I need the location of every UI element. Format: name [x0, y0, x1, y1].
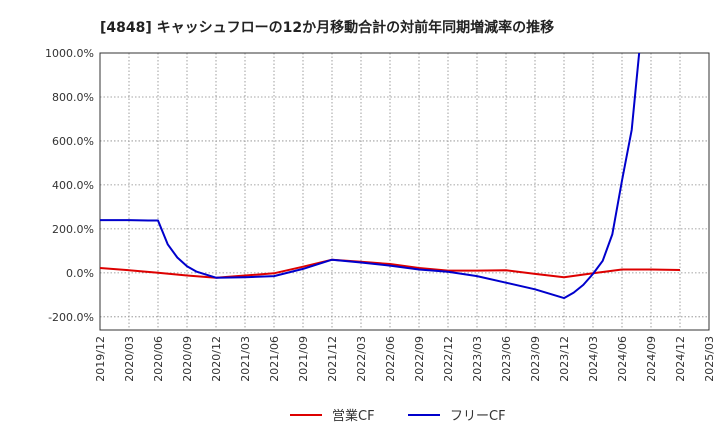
- y-tick-label: 0.0%: [66, 267, 94, 280]
- x-tick-label: 2022/12: [442, 336, 455, 382]
- x-tick-label: 2023/03: [471, 336, 484, 382]
- legend: 営業CF フリーCF: [290, 408, 506, 424]
- y-tick-label: 1000.0%: [45, 47, 94, 60]
- x-tick-label: 2021/06: [268, 336, 281, 382]
- x-tick-label: 2024/06: [616, 336, 629, 382]
- series-line-営業CF: [100, 258, 681, 279]
- x-tick-label: 2022/09: [413, 336, 426, 382]
- x-tick-label: 2025/03: [703, 336, 716, 382]
- chart-title: [4848] キャッシュフローの12か月移動合計の対前年同期増減率の推移: [100, 19, 554, 36]
- x-tick-label: 2021/12: [326, 336, 339, 382]
- x-tick-label: 2023/12: [558, 336, 571, 382]
- legend-label: フリーCF: [450, 409, 506, 424]
- grid-lines: [99, 52, 710, 330]
- x-tick-label: 2020/03: [123, 336, 136, 382]
- y-tick-label: 400.0%: [52, 179, 94, 192]
- plot-frame: [99, 52, 710, 331]
- x-tick-label: 2020/09: [181, 336, 194, 382]
- x-tick-label: 2019/12: [94, 336, 107, 382]
- x-tick-label: 2020/12: [210, 336, 223, 382]
- series-line-フリーCF: [100, 53, 641, 300]
- y-tick-label: 600.0%: [52, 135, 94, 148]
- x-tick-label: 2022/06: [384, 336, 397, 382]
- x-axis: 2019/12 2020/03 2020/06 2020/09 2020/12 2021/…: [94, 336, 716, 382]
- legend-label: 営業CF: [332, 408, 375, 424]
- x-tick-label: 2024/12: [674, 336, 687, 382]
- x-tick-label: 2022/03: [355, 336, 368, 382]
- x-tick-label: 2024/09: [645, 336, 658, 382]
- x-tick-label: 2021/09: [297, 336, 310, 382]
- x-tick-label: 2021/03: [239, 336, 252, 382]
- series-lines: [100, 53, 681, 300]
- y-tick-label: -200.0%: [48, 311, 94, 324]
- x-tick-label: 2023/09: [529, 336, 542, 382]
- x-tick-label: 2024/03: [587, 336, 600, 382]
- y-tick-label: 800.0%: [52, 91, 94, 104]
- x-tick-label: 2023/06: [500, 336, 513, 382]
- y-axis: -200.0% 0.0% 200.0% 400.0% 600.0% 800.0% 1000.…: [45, 47, 94, 324]
- x-tick-label: 2020/06: [152, 336, 165, 382]
- y-tick-label: 200.0%: [52, 223, 94, 236]
